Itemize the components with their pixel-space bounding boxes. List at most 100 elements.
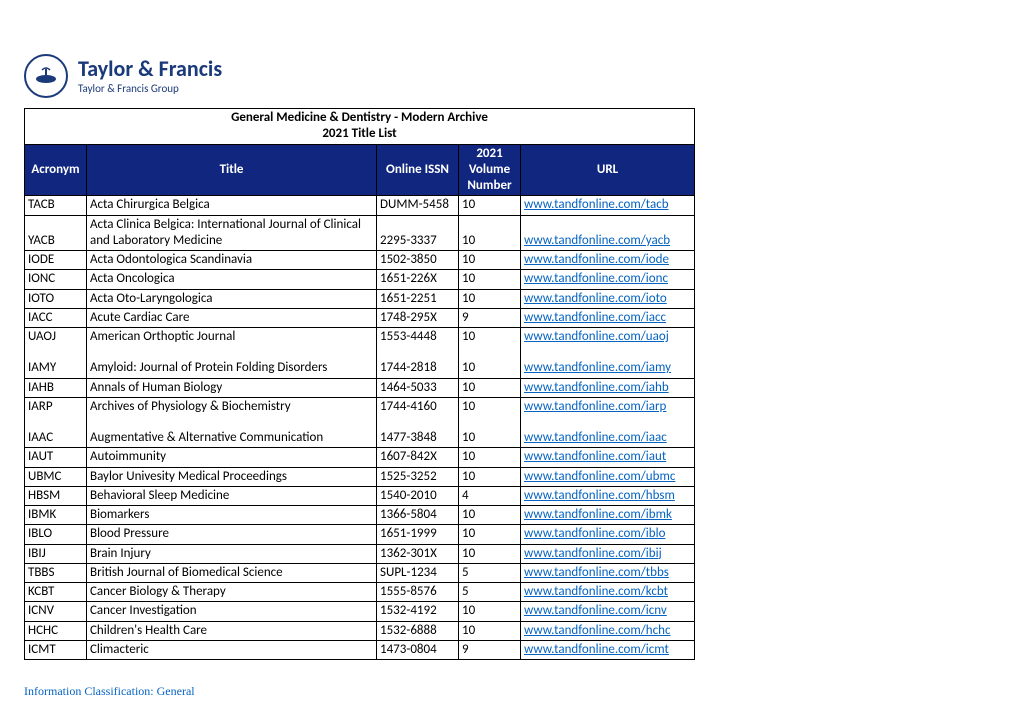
cell-issn: 1651-226X (377, 270, 459, 289)
cell-volume: 10 (459, 346, 521, 378)
table-row: ICMTClimacteric1473-08049www.tandfonline… (25, 640, 695, 659)
table-header-row: Acronym Title Online ISSN 2021 Volume Nu… (25, 144, 695, 196)
journal-link[interactable]: www.tandfonline.com/iamy (524, 360, 671, 375)
cell-url[interactable]: www.tandfonline.com/iaac (521, 416, 695, 448)
cell-title: Cancer Investigation (87, 602, 377, 621)
cell-title: Brain Injury (87, 544, 377, 563)
journal-link[interactable]: www.tandfonline.com/iode (524, 252, 669, 267)
cell-title: Behavioral Sleep Medicine (87, 486, 377, 505)
journal-link[interactable]: www.tandfonline.com/hchc (524, 623, 670, 638)
journal-link[interactable]: www.tandfonline.com/ionc (524, 271, 668, 286)
cell-url[interactable]: www.tandfonline.com/iarp (521, 397, 695, 416)
journal-link[interactable]: www.tandfonline.com/iaut (524, 449, 666, 464)
cell-title: Climacteric (87, 640, 377, 659)
cell-acronym: IAHB (25, 378, 87, 397)
cell-title: Acta Odontologica Scandinavia (87, 251, 377, 270)
cell-url[interactable]: www.tandfonline.com/hchc (521, 621, 695, 640)
cell-issn: 1540-2010 (377, 486, 459, 505)
cell-url[interactable]: www.tandfonline.com/ibij (521, 544, 695, 563)
cell-volume: 10 (459, 397, 521, 416)
cell-acronym: TBBS (25, 563, 87, 582)
cell-acronym: ICMT (25, 640, 87, 659)
journal-link[interactable]: www.tandfonline.com/tacb (524, 197, 669, 212)
cell-acronym: IBLO (25, 525, 87, 544)
cell-url[interactable]: www.tandfonline.com/hbsm (521, 486, 695, 505)
cell-url[interactable]: www.tandfonline.com/iaut (521, 448, 695, 467)
cell-url[interactable]: www.tandfonline.com/kcbt (521, 583, 695, 602)
cell-title: British Journal of Biomedical Science (87, 563, 377, 582)
cell-volume: 9 (459, 640, 521, 659)
cell-acronym: HCHC (25, 621, 87, 640)
journal-link[interactable]: www.tandfonline.com/tbbs (524, 565, 669, 580)
journal-link[interactable]: www.tandfonline.com/iblo (524, 526, 665, 541)
table-row: ICNVCancer Investigation1532-419210www.t… (25, 602, 695, 621)
cell-issn: 1473-0804 (377, 640, 459, 659)
journal-link[interactable]: www.tandfonline.com/iaac (524, 430, 667, 445)
cell-url[interactable]: www.tandfonline.com/uaoj (521, 328, 695, 347)
col-acronym: Acronym (25, 144, 87, 196)
table-row: IBLOBlood Pressure1651-199910www.tandfon… (25, 525, 695, 544)
cell-volume: 10 (459, 378, 521, 397)
cell-issn: 1748-295X (377, 308, 459, 327)
cell-title: Acta Oto-Laryngologica (87, 289, 377, 308)
cell-volume: 10 (459, 328, 521, 347)
cell-issn: 1362-301X (377, 544, 459, 563)
journal-link[interactable]: www.tandfonline.com/ioto (524, 291, 667, 306)
cell-url[interactable]: www.tandfonline.com/iacc (521, 308, 695, 327)
classification-footer: Information Classification: General (24, 684, 195, 699)
cell-acronym: ICNV (25, 602, 87, 621)
journal-link[interactable]: www.tandfonline.com/icmt (524, 642, 669, 657)
journal-link[interactable]: www.tandfonline.com/yacb (524, 233, 670, 248)
cell-volume: 10 (459, 544, 521, 563)
cell-title: Acta Oncologica (87, 270, 377, 289)
cell-url[interactable]: www.tandfonline.com/ubmc (521, 467, 695, 486)
cell-issn: 1502-3850 (377, 251, 459, 270)
cell-issn: 1553-4448 (377, 328, 459, 347)
cell-acronym: HBSM (25, 486, 87, 505)
cell-url[interactable]: www.tandfonline.com/ibmk (521, 506, 695, 525)
cell-volume: 10 (459, 525, 521, 544)
cell-volume: 5 (459, 583, 521, 602)
cell-issn: 1532-4192 (377, 602, 459, 621)
journal-link[interactable]: www.tandfonline.com/kcbt (524, 584, 668, 599)
cell-title: Blood Pressure (87, 525, 377, 544)
table-row: TACBActa Chirurgica BelgicaDUMM-545810ww… (25, 196, 695, 215)
cell-issn: 1607-842X (377, 448, 459, 467)
cell-url[interactable]: www.tandfonline.com/iblo (521, 525, 695, 544)
cell-issn: 1464-5033 (377, 378, 459, 397)
cell-url[interactable]: www.tandfonline.com/iode (521, 251, 695, 270)
cell-acronym: IOTO (25, 289, 87, 308)
cell-volume: 10 (459, 467, 521, 486)
journal-link[interactable]: www.tandfonline.com/ibij (524, 546, 662, 561)
cell-url[interactable]: www.tandfonline.com/tacb (521, 196, 695, 215)
cell-url[interactable]: www.tandfonline.com/icnv (521, 602, 695, 621)
journal-link[interactable]: www.tandfonline.com/hbsm (524, 488, 675, 503)
cell-url[interactable]: www.tandfonline.com/tbbs (521, 563, 695, 582)
publisher-logo: Taylor & Francis Taylor & Francis Group (24, 54, 980, 98)
cell-url[interactable]: www.tandfonline.com/ionc (521, 270, 695, 289)
journal-link[interactable]: www.tandfonline.com/iahb (524, 380, 669, 395)
cell-volume: 5 (459, 563, 521, 582)
table-row: IOTOActa Oto-Laryngologica1651-225110www… (25, 289, 695, 308)
table-row: IBMKBiomarkers1366-580410www.tandfonline… (25, 506, 695, 525)
table-row: IBIJBrain Injury1362-301X10www.tandfonli… (25, 544, 695, 563)
journal-link[interactable]: www.tandfonline.com/icnv (524, 603, 667, 618)
journal-link[interactable]: www.tandfonline.com/iarp (524, 399, 666, 414)
cell-url[interactable]: www.tandfonline.com/ioto (521, 289, 695, 308)
journal-link[interactable]: www.tandfonline.com/iacc (524, 310, 666, 325)
journal-link[interactable]: www.tandfonline.com/uaoj (524, 329, 669, 344)
cell-url[interactable]: www.tandfonline.com/iamy (521, 346, 695, 378)
cell-url[interactable]: www.tandfonline.com/yacb (521, 215, 695, 251)
journal-link[interactable]: www.tandfonline.com/ibmk (524, 507, 672, 522)
table-row: IAHBAnnals of Human Biology1464-503310ww… (25, 378, 695, 397)
cell-issn: 1366-5804 (377, 506, 459, 525)
cell-url[interactable]: www.tandfonline.com/icmt (521, 640, 695, 659)
journal-link[interactable]: www.tandfonline.com/ubmc (524, 469, 675, 484)
cell-url[interactable]: www.tandfonline.com/iahb (521, 378, 695, 397)
cell-volume: 10 (459, 416, 521, 448)
cell-title: Acta Clinica Belgica: International Jour… (87, 215, 377, 251)
table-row: IAACAugmentative & Alternative Communica… (25, 416, 695, 448)
brand-name: Taylor & Francis (78, 58, 222, 80)
cell-acronym: TACB (25, 196, 87, 215)
cell-title: Baylor Univesity Medical Proceedings (87, 467, 377, 486)
